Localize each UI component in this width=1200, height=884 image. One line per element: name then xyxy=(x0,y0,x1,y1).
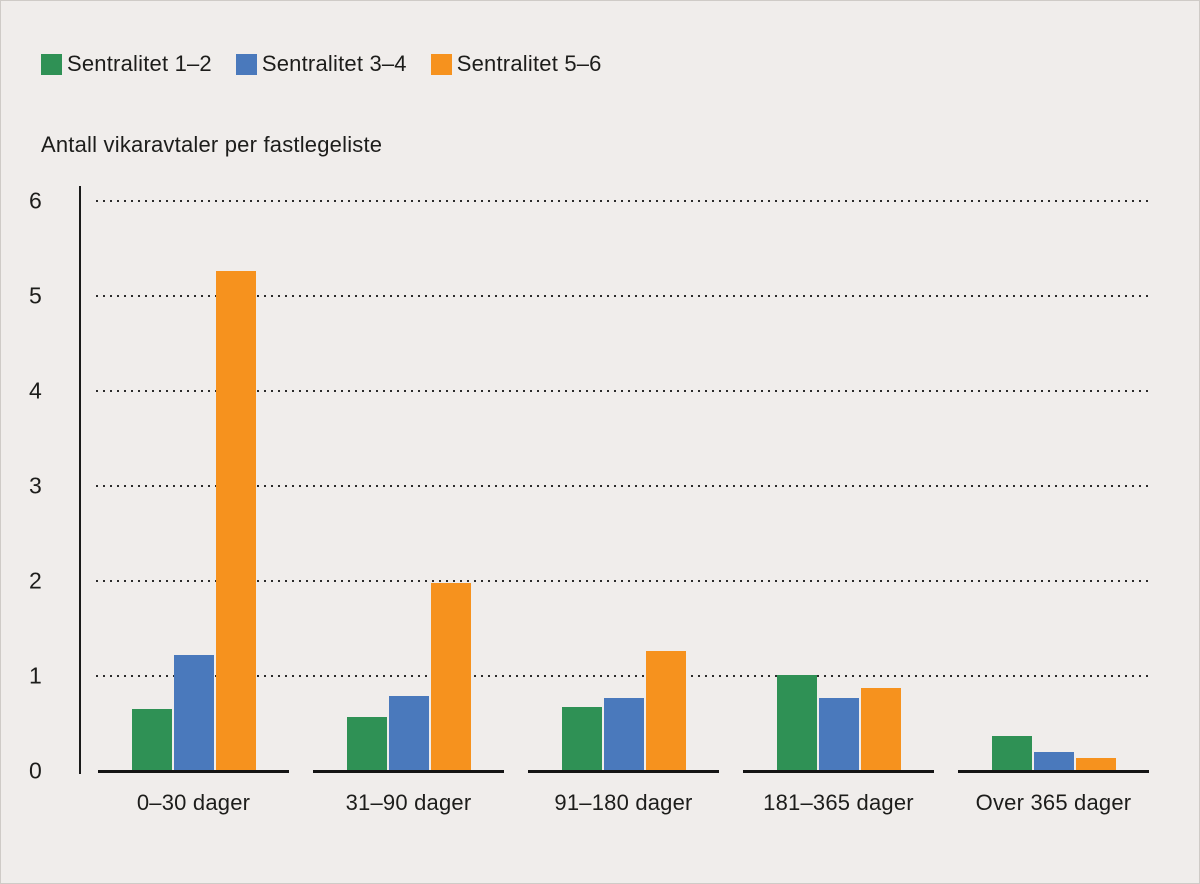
bar-sentralitet-1-2-cat2 xyxy=(561,707,602,770)
x-category-label-0: 0–30 dager xyxy=(136,790,251,815)
bar-sentralitet-3-4-cat2 xyxy=(603,698,644,770)
x-category-label-1: 31–90 dager xyxy=(345,790,472,815)
x-category-label-3: 181–365 dager xyxy=(763,790,914,815)
legend-item-1: Sentralitet 3–4 xyxy=(235,51,407,76)
y-tick-label-0: 0 xyxy=(29,757,42,784)
x-category-label-2: 91–180 dager xyxy=(554,790,693,815)
y-tick-label-3: 3 xyxy=(29,472,42,499)
bar-sentralitet-1-2-cat1 xyxy=(346,717,387,770)
gridline-6 xyxy=(96,200,1149,202)
y-tick-label-4: 4 xyxy=(29,377,42,404)
bar-sentralitet-5-6-cat4 xyxy=(1075,758,1116,770)
bar-sentralitet-1-2-cat3 xyxy=(776,675,817,770)
bar-sentralitet-5-6-cat1 xyxy=(430,583,471,770)
bar-sentralitet-5-6-cat0 xyxy=(215,271,256,770)
bar-sentralitet-3-4-cat1 xyxy=(388,696,429,770)
bar-sentralitet-1-2-cat4 xyxy=(991,736,1032,770)
bar-sentralitet-3-4-cat4 xyxy=(1033,752,1074,770)
baseline-segment-2 xyxy=(528,770,719,773)
legend-label: Sentralitet 5–6 xyxy=(456,51,602,76)
bar-sentralitet-3-4-cat3 xyxy=(818,698,859,770)
baseline-segment-4 xyxy=(958,770,1149,773)
legend-swatch-icon xyxy=(235,53,257,75)
y-axis-line xyxy=(79,186,81,774)
legend-swatch-icon xyxy=(41,53,62,75)
y-tick-label-1: 1 xyxy=(29,662,42,689)
gridline-4 xyxy=(96,390,1149,392)
y-tick-label-2: 2 xyxy=(29,567,42,594)
y-tick-label-5: 5 xyxy=(29,282,42,309)
bar-group-1 xyxy=(313,200,504,770)
chart-legend: Sentralitet 1–2 Sentralitet 3–4 Sentralite… xyxy=(41,53,602,75)
legend-swatch-icon xyxy=(430,53,452,75)
bar-sentralitet-5-6-cat2 xyxy=(645,651,686,770)
bar-group-3 xyxy=(743,200,934,770)
baseline-segment-3 xyxy=(743,770,934,773)
gridline-2 xyxy=(96,580,1149,582)
baseline-segment-1 xyxy=(313,770,504,773)
bar-sentralitet-1-2-cat0 xyxy=(131,709,172,770)
gridline-3 xyxy=(96,485,1149,487)
legend-label: Sentralitet 1–2 xyxy=(67,51,212,76)
baseline-segment-0 xyxy=(98,770,289,773)
legend-item-2: Sentralitet 5–6 xyxy=(430,51,602,76)
bar-group-2 xyxy=(528,200,719,770)
y-tick-label-6: 6 xyxy=(29,187,42,214)
legend-label: Sentralitet 3–4 xyxy=(261,51,407,76)
gridline-5 xyxy=(96,295,1149,297)
gridline-1 xyxy=(96,675,1149,677)
bar-group-4 xyxy=(958,200,1149,770)
legend-item-0: Sentralitet 1–2 xyxy=(41,53,212,75)
bar-sentralitet-3-4-cat0 xyxy=(173,655,214,770)
bar-group-0 xyxy=(98,200,289,770)
x-category-label-4: Over 365 dager xyxy=(975,790,1132,815)
bar-sentralitet-5-6-cat3 xyxy=(860,688,901,770)
y-axis-title: Antall vikaravtaler per fastlegeliste xyxy=(41,132,383,157)
